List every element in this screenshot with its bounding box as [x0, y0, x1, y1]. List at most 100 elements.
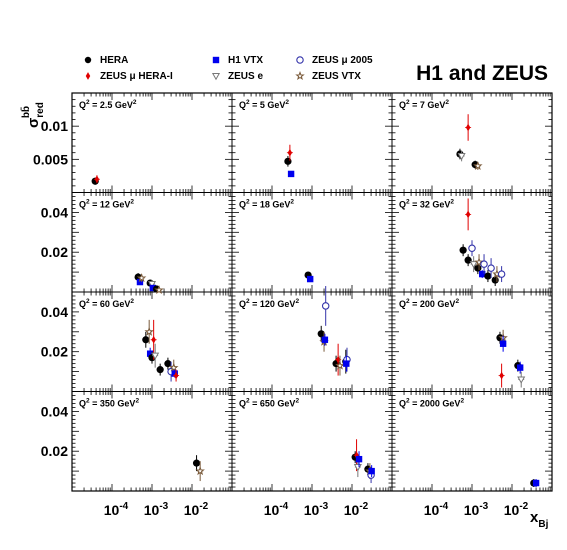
q2-unit-superscript: 2 — [295, 298, 299, 305]
y-tick-label: 0.02 — [41, 244, 68, 260]
q2-value: = 7 GeV — [410, 100, 446, 110]
data-point — [195, 461, 205, 482]
panel: Q2 = 120 GeV2 — [239, 286, 351, 376]
data-point — [473, 160, 483, 171]
legend-label: ZEUS VTX — [312, 71, 361, 82]
q2-symbol: Q — [239, 200, 246, 210]
x-tick-label: 10-4 — [264, 501, 289, 518]
legend-entry: H1 VTX — [212, 55, 263, 66]
marker-open-circle — [321, 302, 330, 310]
q2-superscript: 2 — [246, 99, 250, 106]
q2-superscript: 2 — [246, 398, 250, 405]
y-tick-label: 0.04 — [41, 304, 68, 320]
marker-circle — [491, 276, 499, 284]
marker-square — [212, 56, 220, 64]
marker-square — [136, 278, 144, 286]
x-tick-label: 10-3 — [144, 501, 169, 518]
panel-q2-label: Q2 = 2.5 GeV2 — [79, 99, 137, 110]
q2-value: = 2000 GeV — [410, 399, 461, 409]
q2-value: = 18 GeV — [250, 200, 291, 210]
data-point — [368, 465, 375, 478]
data-point — [468, 240, 476, 257]
panel: Q2 = 650 GeV2 — [239, 398, 375, 484]
data-point — [287, 170, 295, 178]
marker-circle — [464, 256, 472, 264]
q2-unit-superscript: 2 — [130, 298, 134, 305]
data-point — [457, 150, 466, 162]
marker-diamond — [85, 72, 91, 80]
marker-circle — [317, 330, 325, 338]
data-point — [497, 266, 506, 283]
marker-open-star — [195, 466, 205, 476]
q2-unit-superscript: 2 — [445, 99, 449, 106]
data-point — [173, 369, 180, 382]
data-point — [459, 244, 467, 257]
data-point — [498, 363, 505, 388]
marker-circle — [284, 157, 292, 165]
panel-q2-label: Q2 = 120 GeV2 — [239, 298, 299, 309]
x-axis-symbol: x — [530, 509, 539, 526]
marker-diamond — [465, 123, 471, 132]
marker-circle — [484, 272, 492, 280]
q2-symbol: Q — [399, 399, 406, 409]
legend-entry: ZEUS μ 2005 — [296, 55, 373, 66]
x-tick-label: 10-4 — [104, 501, 129, 518]
panel-q2-label: Q2 = 60 GeV2 — [79, 298, 134, 309]
q2-unit-superscript: 2 — [133, 99, 137, 106]
x-tick-base: 10 — [104, 502, 120, 518]
marker-square — [171, 370, 178, 377]
q2-unit-superscript: 2 — [130, 199, 134, 206]
marker-open-triangle — [211, 72, 221, 81]
marker-open-triangle — [517, 376, 526, 384]
data-point — [355, 451, 363, 468]
panel-q2-label: Q2 = 2000 GeV2 — [399, 398, 464, 409]
x-tick-label: 10-2 — [344, 501, 369, 518]
q2-value: = 5 GeV — [250, 100, 286, 110]
panel: Q2 = 7 GeV2 — [399, 99, 483, 171]
q2-symbol: Q — [79, 299, 86, 309]
marker-circle — [192, 459, 201, 467]
panel-q2-label: Q2 = 32 GeV2 — [399, 199, 454, 210]
data-point — [93, 175, 100, 184]
q2-superscript: 2 — [86, 99, 90, 106]
panel-q2-label: Q2 = 200 GeV2 — [399, 298, 459, 309]
data-point — [516, 361, 524, 374]
marker-open-star — [169, 362, 179, 372]
marker-circle — [164, 360, 172, 368]
x-tick-label: 10-3 — [464, 501, 489, 518]
marker-diamond — [94, 175, 100, 184]
q2-symbol: Q — [239, 100, 246, 110]
panel: Q2 = 12 GeV2 — [79, 199, 164, 295]
q2-symbol: Q — [399, 100, 406, 110]
x-tick-label: 10-2 — [184, 501, 209, 518]
marker-open-triangle — [147, 280, 157, 289]
marker-circle — [84, 56, 92, 64]
y-axis-subscript: red — [35, 102, 46, 118]
data-point — [156, 363, 164, 376]
q2-superscript: 2 — [406, 199, 410, 206]
q2-value: = 12 GeV — [90, 200, 131, 210]
marker-open-star — [474, 257, 484, 267]
q2-superscript: 2 — [406, 298, 410, 305]
marker-open-circle — [480, 260, 488, 268]
marker-open-star — [335, 360, 345, 370]
data-point — [142, 331, 150, 348]
data-point — [469, 256, 478, 273]
q2-symbol: Q — [399, 200, 406, 210]
marker-diamond — [151, 335, 156, 344]
panel-q2-label: Q2 = 350 GeV2 — [79, 398, 139, 409]
legend-label: ZEUS μ HERA-I — [100, 71, 173, 82]
data-point — [464, 254, 472, 267]
marker-open-triangle — [457, 152, 466, 161]
x-tick-exponent: -3 — [319, 501, 328, 512]
q2-value: = 2.5 GeV — [90, 100, 133, 110]
marker-square — [287, 170, 295, 178]
marker-square — [355, 455, 363, 463]
marker-square — [499, 340, 507, 347]
x-tick-exponent: -2 — [359, 501, 368, 512]
chart-title: H1 and ZEUS — [416, 62, 548, 85]
y-axis-title: σredbb̄ — [20, 102, 46, 128]
marker-open-triangle — [151, 352, 160, 360]
x-tick-exponent: -3 — [159, 501, 168, 512]
